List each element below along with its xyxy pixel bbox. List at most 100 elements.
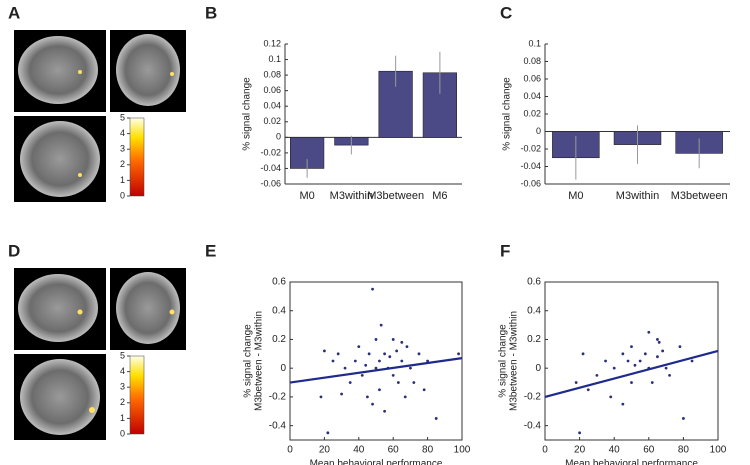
data-point xyxy=(371,402,374,406)
data-point xyxy=(650,381,654,384)
data-point xyxy=(604,359,607,363)
y-tick-label: 0.6 xyxy=(527,277,541,288)
data-point xyxy=(405,345,409,349)
y-tick-label: -0.04 xyxy=(520,161,541,171)
fit-line xyxy=(289,357,463,384)
y-tick-label: 0.06 xyxy=(523,73,541,83)
y-tick-label: 0 xyxy=(276,132,281,142)
data-point xyxy=(340,392,343,396)
data-point xyxy=(657,340,661,344)
data-point xyxy=(403,395,407,399)
data-point xyxy=(378,388,381,392)
data-point xyxy=(457,352,460,356)
data-point xyxy=(383,409,386,413)
x-tick-label: 60 xyxy=(388,445,400,456)
data-point xyxy=(630,345,633,349)
y-axis-label: M3between - M3within xyxy=(509,311,520,411)
colorbar-tick-label: 1 xyxy=(120,413,125,423)
data-point xyxy=(391,373,395,377)
x-tick-label: 40 xyxy=(353,445,365,456)
y-tick-label: -0.06 xyxy=(520,178,541,188)
data-point xyxy=(595,373,599,377)
data-point xyxy=(621,402,625,406)
y-tick-label: 0.4 xyxy=(527,305,541,316)
data-point xyxy=(586,388,590,392)
data-point xyxy=(682,417,685,420)
y-tick-label: 0.02 xyxy=(523,108,541,118)
plot-frame xyxy=(544,281,719,441)
colorbar-tick-label: 3 xyxy=(120,144,125,154)
data-point xyxy=(374,338,378,341)
colorbar-tick-label: 1 xyxy=(120,175,125,185)
data-point xyxy=(656,338,659,341)
x-tick-label: 20 xyxy=(319,445,331,456)
data-point xyxy=(633,363,637,367)
colorbar-tick-label: 4 xyxy=(120,128,125,138)
data-point xyxy=(638,359,642,363)
panel-label: A xyxy=(8,3,20,22)
colorbar-tick-label: 2 xyxy=(120,397,125,407)
y-tick-label: -0.4 xyxy=(269,420,287,431)
x-tick-label: 80 xyxy=(422,445,434,456)
y-tick-label: -0.02 xyxy=(520,143,541,153)
y-tick-label: 0 xyxy=(280,363,286,374)
x-tick-label: M3between xyxy=(367,190,424,202)
x-tick-label: M0 xyxy=(299,190,314,202)
fit-line xyxy=(544,349,719,398)
y-axis-label: % signal change xyxy=(243,324,254,398)
x-tick-label: M3within xyxy=(616,190,659,202)
data-point xyxy=(578,431,581,435)
data-point xyxy=(396,381,400,384)
data-point xyxy=(661,349,665,353)
x-tick-label: M6 xyxy=(432,190,447,202)
x-tick-label: 40 xyxy=(609,445,621,456)
data-point xyxy=(379,323,383,327)
panel-label: D xyxy=(8,241,20,260)
brain-images-a xyxy=(14,30,186,202)
panel-label: E xyxy=(205,241,216,260)
data-point xyxy=(353,359,357,363)
colorbar-tick-label: 5 xyxy=(120,112,125,122)
panel-label: F xyxy=(500,241,510,260)
x-tick-label: M3between xyxy=(671,190,728,202)
data-point xyxy=(336,352,340,356)
x-tick-label: 100 xyxy=(454,445,471,456)
x-tick-label: M0 xyxy=(568,190,583,202)
y-tick-label: 0.4 xyxy=(272,305,286,316)
x-tick-label: 80 xyxy=(678,445,690,456)
y-tick-label: 0.04 xyxy=(263,101,281,111)
y-tick-label: 0.1 xyxy=(528,38,541,48)
data-point xyxy=(574,381,578,384)
data-point xyxy=(630,381,633,384)
data-point xyxy=(690,359,694,363)
y-axis-label: M3between - M3within xyxy=(254,311,265,411)
data-point xyxy=(326,431,330,435)
colorbar-tick-label: 0 xyxy=(120,190,125,200)
data-point xyxy=(378,359,381,363)
data-point xyxy=(647,330,651,334)
data-point xyxy=(400,359,404,363)
plot-frame xyxy=(289,281,463,441)
x-tick-label: 60 xyxy=(643,445,655,456)
x-tick-label: 0 xyxy=(287,445,293,456)
y-tick-label: -0.04 xyxy=(260,163,281,173)
data-point xyxy=(374,366,378,370)
y-tick-label: -0.02 xyxy=(260,147,281,157)
data-point xyxy=(323,349,326,353)
data-point xyxy=(664,366,668,370)
data-point xyxy=(612,366,616,370)
colorbar-tick-label: 5 xyxy=(120,350,125,360)
x-tick-label: 0 xyxy=(542,445,548,456)
data-point xyxy=(609,395,613,399)
data-point xyxy=(668,373,671,377)
data-point xyxy=(400,340,404,344)
data-point xyxy=(391,338,395,341)
data-point xyxy=(343,366,347,370)
y-tick-label: -0.2 xyxy=(524,392,542,403)
colorbar-tick-label: 0 xyxy=(120,428,125,438)
y-tick-label: 0.12 xyxy=(263,38,281,48)
y-tick-label: 0 xyxy=(536,126,541,136)
x-axis-label: Mean behavioral performance xyxy=(310,459,443,465)
data-point xyxy=(319,395,323,399)
panel-label: C xyxy=(500,3,512,22)
